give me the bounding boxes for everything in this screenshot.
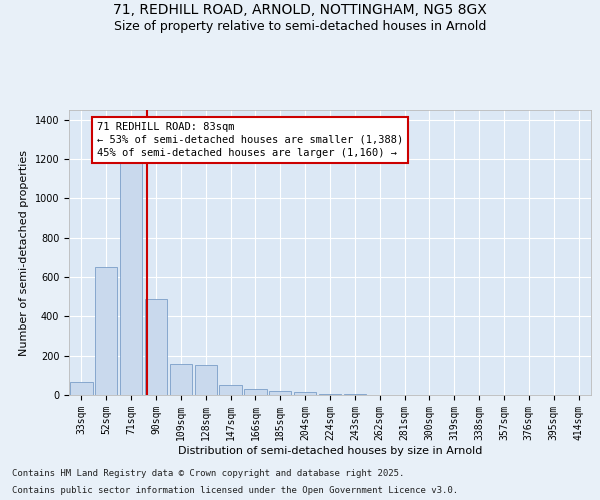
Text: 71 REDHILL ROAD: 83sqm
← 53% of semi-detached houses are smaller (1,388)
45% of : 71 REDHILL ROAD: 83sqm ← 53% of semi-det…	[97, 122, 403, 158]
Bar	[269, 391, 292, 395]
Bar	[319, 394, 341, 395]
Text: Size of property relative to semi-detached houses in Arnold: Size of property relative to semi-detach…	[114, 20, 486, 33]
X-axis label: Distribution of semi-detached houses by size in Arnold: Distribution of semi-detached houses by …	[178, 446, 482, 456]
Bar	[344, 394, 366, 395]
Text: Contains public sector information licensed under the Open Government Licence v3: Contains public sector information licen…	[12, 486, 458, 495]
Text: 71, REDHILL ROAD, ARNOLD, NOTTINGHAM, NG5 8GX: 71, REDHILL ROAD, ARNOLD, NOTTINGHAM, NG…	[113, 2, 487, 16]
Y-axis label: Number of semi-detached properties: Number of semi-detached properties	[19, 150, 29, 356]
Text: Contains HM Land Registry data © Crown copyright and database right 2025.: Contains HM Land Registry data © Crown c…	[12, 468, 404, 477]
Bar	[95, 267, 118, 395]
Bar	[170, 364, 192, 395]
Bar	[294, 392, 316, 395]
Bar	[194, 364, 217, 395]
Bar	[244, 389, 266, 395]
Bar	[145, 298, 167, 395]
Bar	[120, 153, 142, 395]
Bar	[70, 382, 92, 395]
Bar	[220, 385, 242, 395]
